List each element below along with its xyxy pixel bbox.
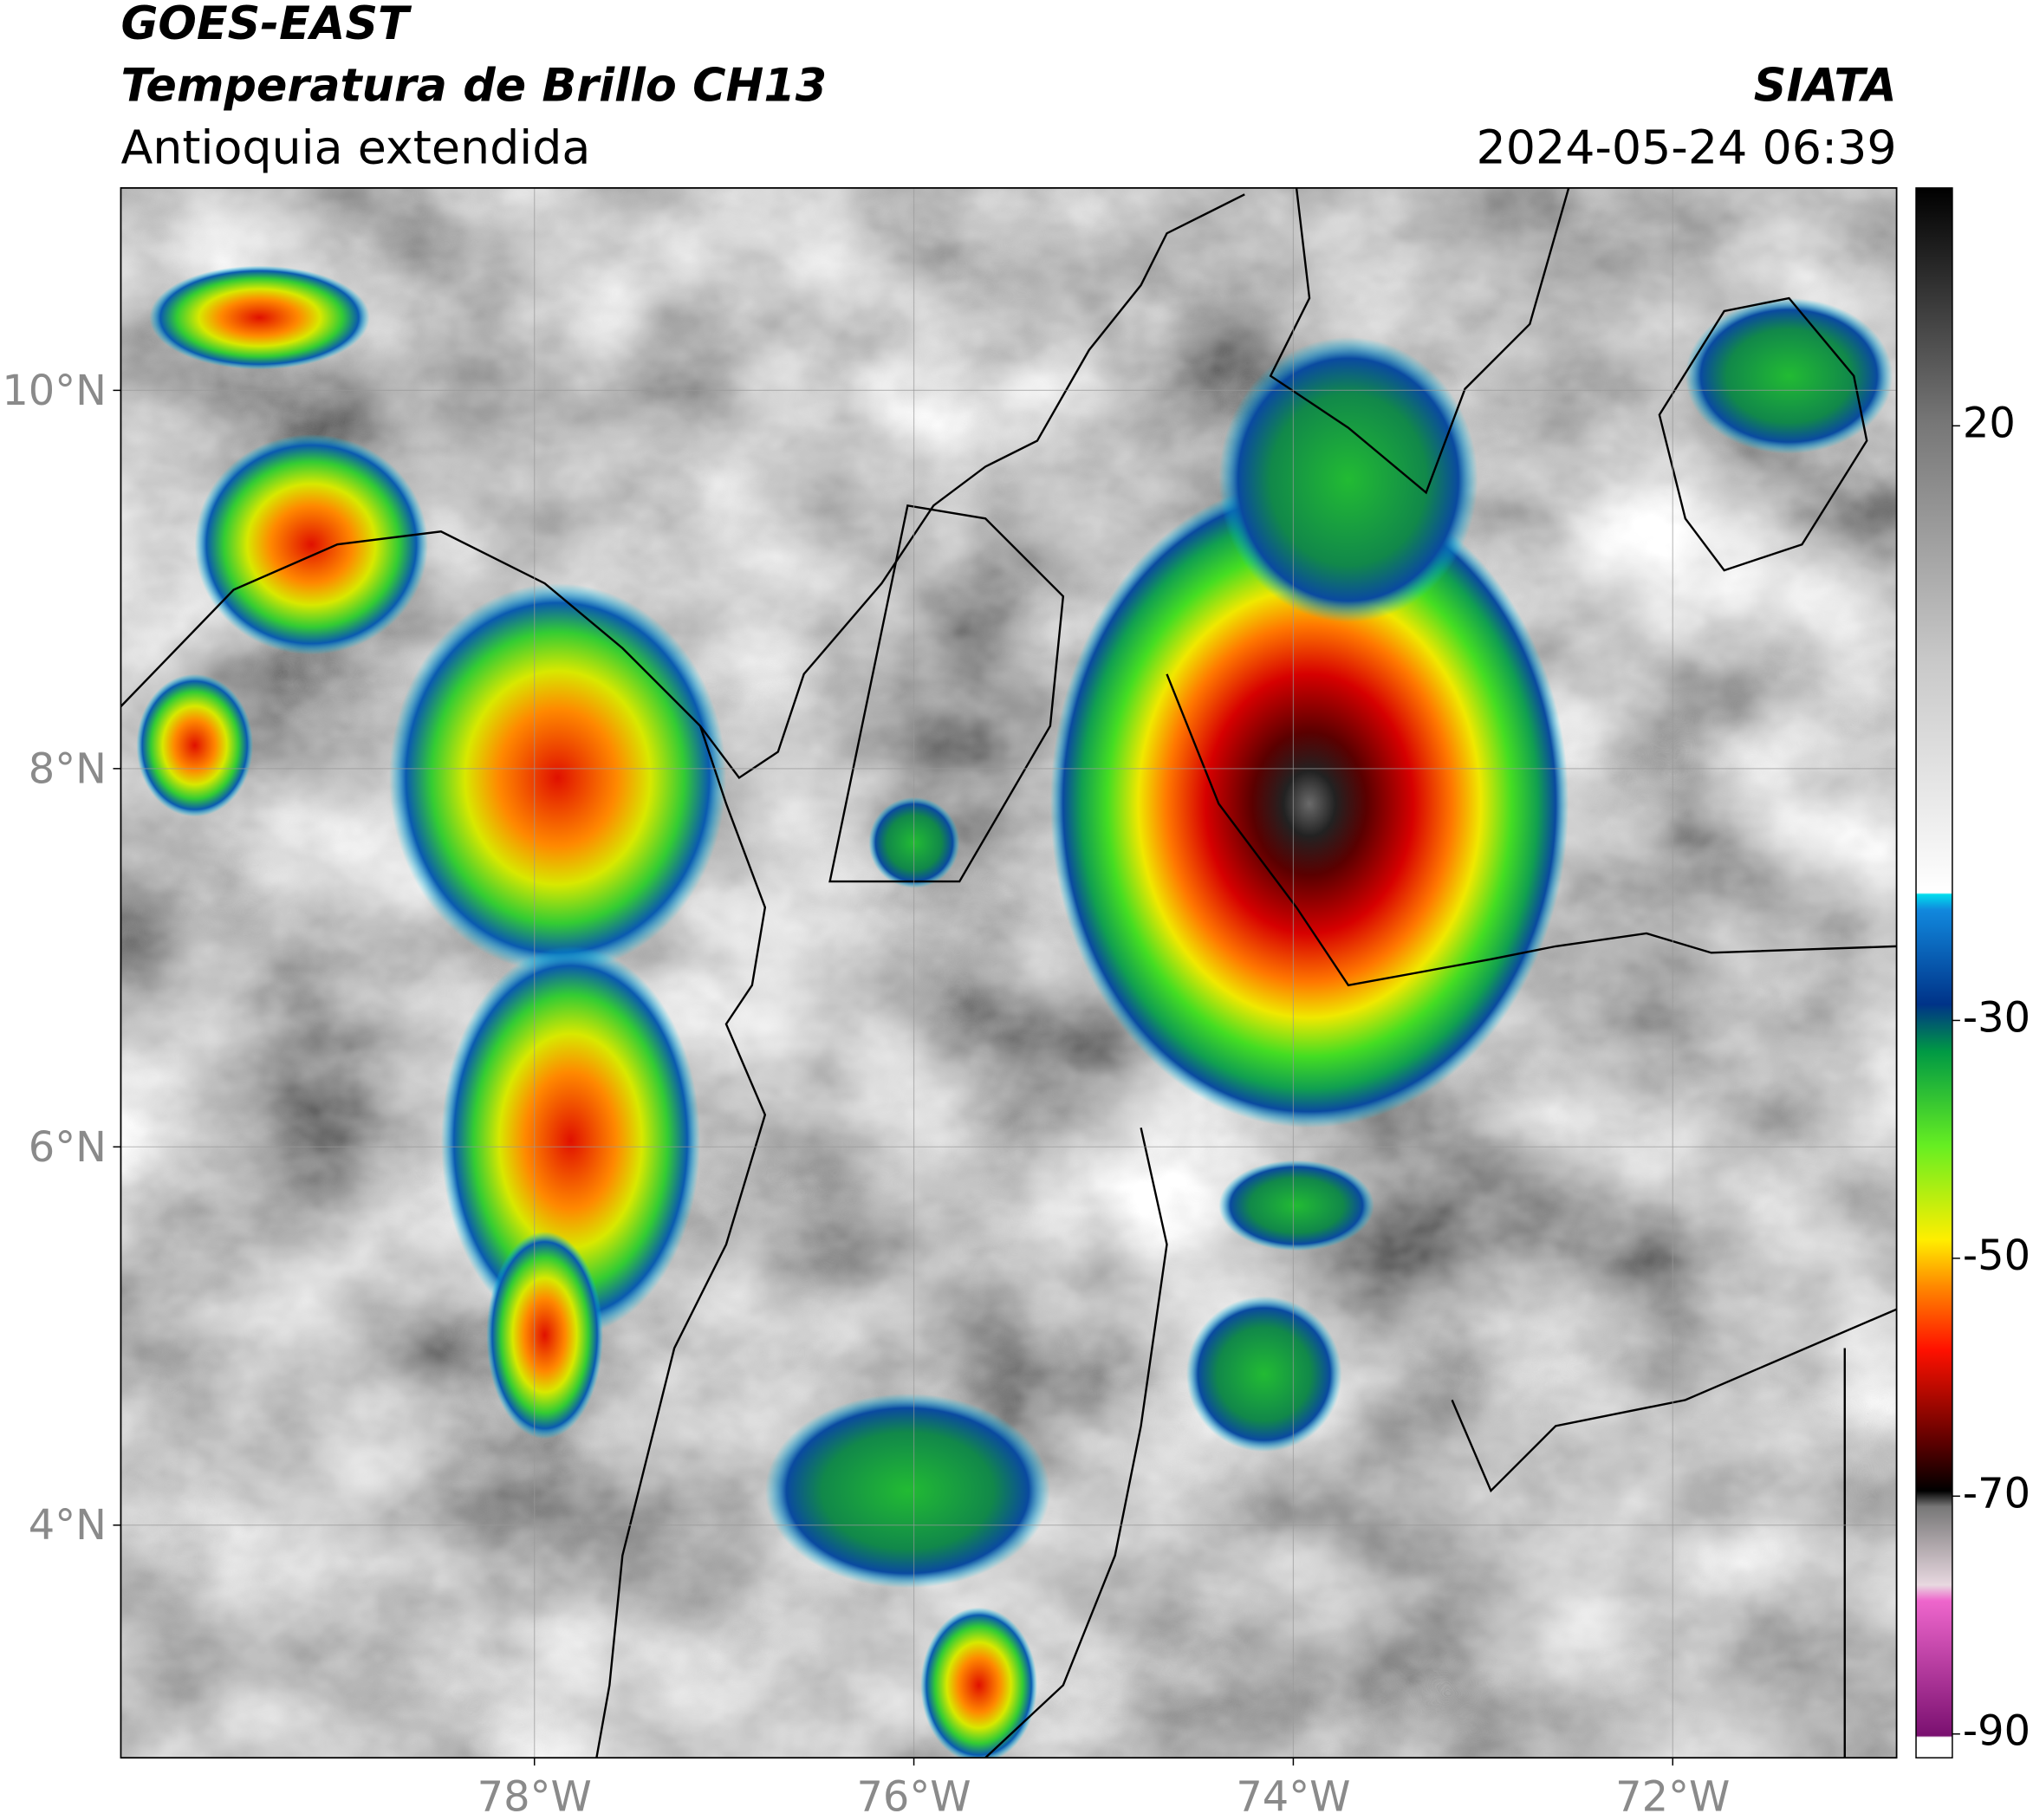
x-tick-label: 76°W — [856, 1774, 971, 1820]
colorbar-tick-label: -90 — [1963, 1708, 2030, 1756]
datetime: 2024-05-24 06:39 — [1477, 120, 1897, 174]
colorbar-tick-label: -30 — [1963, 994, 2030, 1042]
colorbar-tick-label: -50 — [1963, 1232, 2030, 1280]
colorbar — [1915, 187, 1953, 1758]
x-tick-label: 78°W — [477, 1774, 592, 1820]
product-title: Temperatura de Brillo CH13 — [120, 60, 827, 113]
graticule — [120, 187, 1897, 1758]
storm-cells — [136, 265, 1893, 1758]
y-tick-label: 10°N — [2, 367, 107, 415]
coastlines-borders — [120, 187, 1897, 1758]
satellite-title: GOES-EAST — [120, 0, 412, 50]
x-tick-label: 74°W — [1236, 1774, 1350, 1820]
y-tick-label: 4°N — [29, 1502, 107, 1550]
map-area — [120, 187, 1897, 1758]
map-frame — [120, 186, 1898, 1759]
agency: SIATA — [1754, 60, 1897, 113]
y-tick-label: 6°N — [29, 1124, 107, 1172]
colorbar-tick-label: -70 — [1963, 1470, 2030, 1518]
colorbar-tick-label: 20 — [1963, 400, 2016, 447]
region-title: Antioquia extendida — [120, 120, 590, 174]
y-tick-label: 8°N — [29, 745, 107, 793]
axis-labels: 78°W 76°W 74°W 72°W 10°N 8°N 6°N 4°N 20 -30 -50 -70… — [2, 367, 2030, 1820]
x-tick-label: 72°W — [1615, 1774, 1730, 1820]
